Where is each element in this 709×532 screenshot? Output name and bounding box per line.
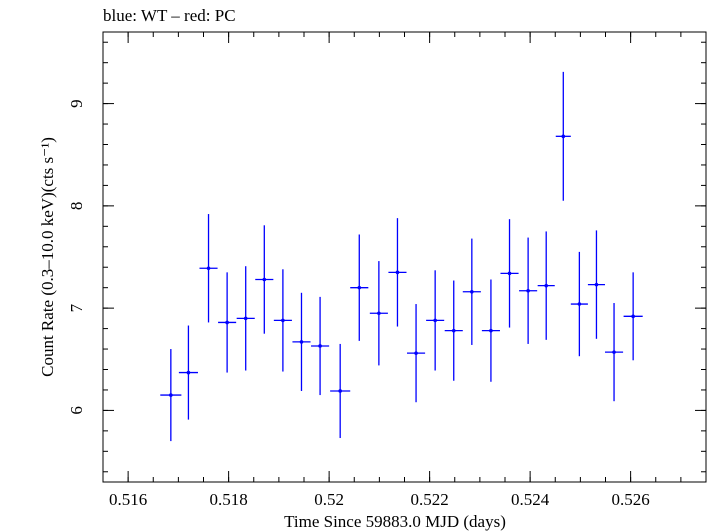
point-marker bbox=[594, 282, 599, 287]
point-marker bbox=[377, 311, 381, 316]
x-tick-label: 0.524 bbox=[511, 490, 550, 509]
point-marker bbox=[507, 271, 512, 276]
x-tick-label: 0.526 bbox=[612, 490, 650, 509]
point-marker bbox=[577, 302, 582, 306]
data-point bbox=[311, 296, 330, 396]
data-point bbox=[587, 230, 605, 339]
data-point bbox=[255, 225, 274, 334]
data-point bbox=[369, 261, 388, 366]
data-point bbox=[160, 349, 182, 442]
x-tick-label: 0.52 bbox=[314, 490, 344, 509]
point-marker bbox=[338, 389, 342, 393]
tick-labels: 0.516 0.518 0.52 0.522 0.524 0.526 6 7 8 9 bbox=[67, 99, 650, 509]
data-point bbox=[292, 292, 311, 391]
data-point bbox=[537, 231, 555, 340]
data-point bbox=[462, 238, 481, 345]
chart-title: blue: WT – red: PC bbox=[103, 6, 236, 25]
data-point bbox=[236, 266, 255, 371]
y-tick-label: 8 bbox=[67, 202, 86, 211]
point-marker bbox=[225, 320, 229, 325]
y-tick-label: 6 bbox=[67, 406, 86, 415]
data-point bbox=[407, 304, 426, 403]
point-marker bbox=[318, 344, 322, 348]
data-point bbox=[481, 279, 500, 382]
data-point bbox=[199, 214, 218, 323]
data-point bbox=[500, 219, 519, 328]
data-point bbox=[178, 325, 198, 420]
data-point bbox=[426, 270, 445, 371]
point-marker bbox=[299, 340, 304, 344]
point-marker bbox=[243, 316, 248, 321]
point-marker bbox=[470, 289, 474, 294]
point-marker bbox=[631, 314, 635, 319]
point-marker bbox=[526, 288, 530, 293]
point-marker bbox=[451, 328, 456, 333]
data-point bbox=[350, 234, 369, 341]
axis-ticks bbox=[102, 32, 707, 482]
data-point bbox=[388, 218, 407, 327]
point-marker bbox=[489, 328, 493, 333]
data-point bbox=[519, 237, 538, 344]
point-marker bbox=[612, 350, 616, 354]
x-tick-label: 0.522 bbox=[411, 490, 449, 509]
point-marker bbox=[433, 318, 437, 323]
data-point bbox=[623, 272, 643, 361]
data-point bbox=[570, 251, 588, 357]
point-marker bbox=[561, 134, 566, 139]
data-points bbox=[160, 71, 643, 442]
plot-frame bbox=[102, 31, 707, 483]
point-marker bbox=[262, 277, 267, 282]
y-tick-label: 7 bbox=[67, 303, 86, 312]
x-tick-label: 0.518 bbox=[210, 490, 248, 509]
data-point bbox=[604, 303, 624, 402]
data-point bbox=[218, 272, 237, 373]
data-point bbox=[444, 280, 463, 381]
data-point bbox=[273, 269, 292, 372]
point-marker bbox=[281, 318, 285, 323]
point-marker bbox=[357, 285, 362, 290]
point-marker bbox=[169, 393, 173, 397]
y-tick-label: 9 bbox=[67, 99, 86, 108]
y-axis-label: Count Rate (0.3–10.0 keV)(cts s⁻¹) bbox=[38, 137, 57, 377]
data-point bbox=[330, 343, 351, 439]
x-axis-label: Time Since 59883.0 MJD (days) bbox=[284, 512, 506, 531]
point-marker bbox=[206, 266, 211, 271]
point-marker bbox=[544, 283, 549, 288]
point-marker bbox=[395, 270, 400, 275]
point-marker bbox=[186, 370, 191, 375]
data-point bbox=[555, 71, 571, 201]
x-tick-label: 0.516 bbox=[109, 490, 147, 509]
point-marker bbox=[414, 351, 418, 355]
